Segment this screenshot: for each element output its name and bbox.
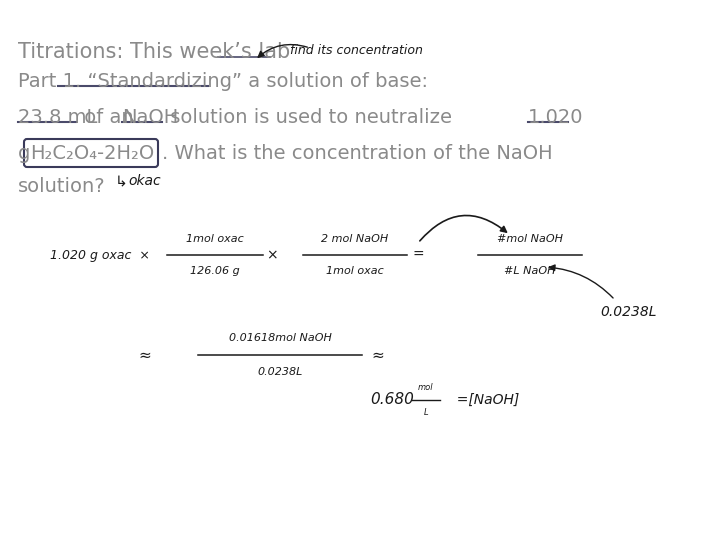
Text: ≈: ≈ (139, 348, 151, 362)
Text: ↳: ↳ (115, 174, 127, 189)
Text: #mol NaOH: #mol NaOH (497, 234, 563, 244)
Text: solution is used to neutralize: solution is used to neutralize (164, 108, 458, 127)
Text: 1mol oxac: 1mol oxac (186, 234, 244, 244)
Text: 23.8 mL: 23.8 mL (18, 108, 97, 127)
Text: 0.01618mol NaOH: 0.01618mol NaOH (228, 333, 331, 343)
Text: Titrations: This week’s lab: Titrations: This week’s lab (18, 42, 290, 62)
Text: 126.06 g: 126.06 g (190, 266, 240, 276)
Text: #L NaOH: #L NaOH (504, 266, 556, 276)
Text: Part 1. “Standardizing” a solution of base:: Part 1. “Standardizing” a solution of ba… (18, 72, 428, 91)
Text: . What is the concentration of the NaOH: . What is the concentration of the NaOH (162, 144, 553, 163)
Text: H₂C₂O₄-2H₂O: H₂C₂O₄-2H₂O (30, 144, 154, 163)
Text: L: L (423, 408, 428, 417)
Text: mol: mol (418, 383, 434, 392)
Text: 1mol oxac: 1mol oxac (326, 266, 384, 276)
Text: =[NaOH]: =[NaOH] (448, 393, 519, 407)
Text: of an: of an (78, 108, 140, 127)
Text: 0.680: 0.680 (370, 393, 414, 408)
Text: okac: okac (128, 174, 161, 188)
Text: 0.0238L: 0.0238L (600, 305, 657, 319)
Text: 1.020: 1.020 (528, 108, 583, 127)
Text: NaOH: NaOH (122, 108, 179, 127)
Text: 0.0238L: 0.0238L (257, 367, 302, 377)
Text: g: g (18, 144, 30, 163)
Text: 2 mol NaOH: 2 mol NaOH (321, 234, 389, 244)
Text: find its concentration: find its concentration (290, 44, 423, 57)
Text: ≈: ≈ (372, 348, 384, 362)
Text: solution?: solution? (18, 177, 106, 196)
Text: =: = (412, 248, 424, 262)
Text: 1.020 g oxac  ×: 1.020 g oxac × (50, 248, 150, 261)
Text: ×: × (266, 248, 278, 262)
